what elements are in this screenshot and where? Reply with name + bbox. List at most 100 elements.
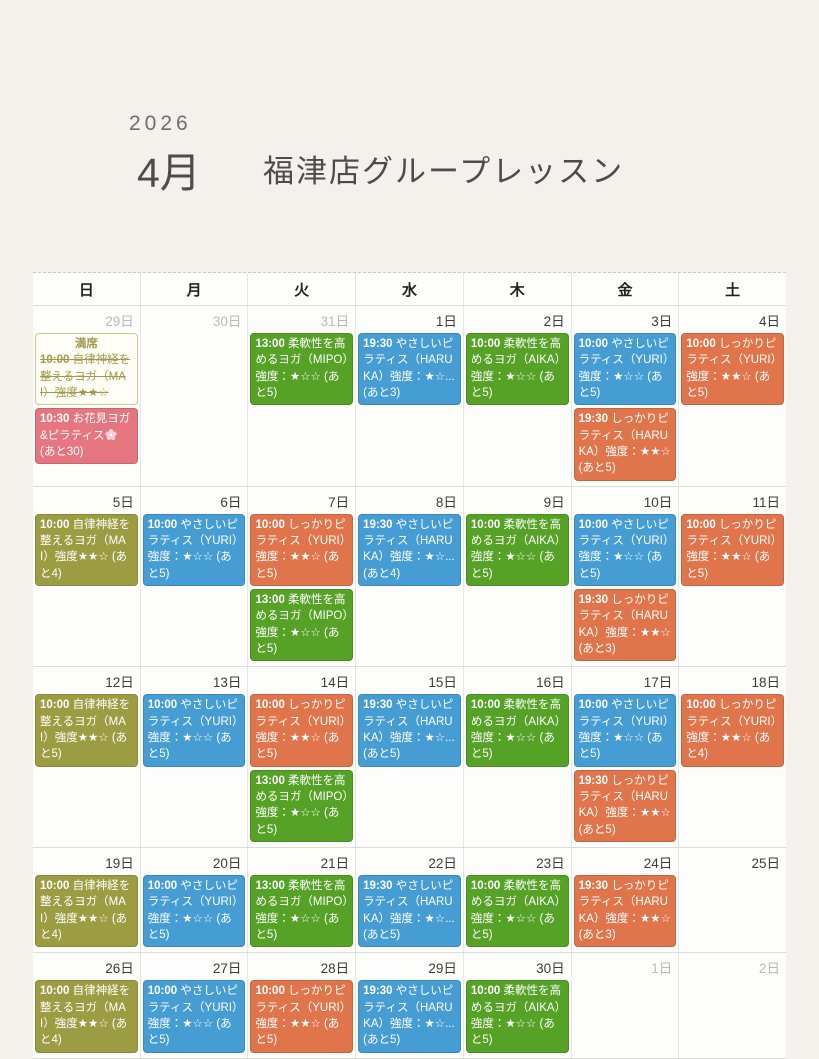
weekday-label: 月 bbox=[141, 273, 249, 305]
lesson-event-olive[interactable]: 10:00 自律神経を整えるヨガ（MAI）強度★★☆ (あと5) bbox=[35, 694, 138, 767]
day-cell: 10日 10:00 やさしいピラティス（YURI）強度：★☆☆ (あと5) 19:3… bbox=[572, 486, 680, 667]
lesson-event-green[interactable]: 10:00 柔軟性を高めるヨガ（AIKA）強度：★☆☆ (あと5) bbox=[465, 874, 569, 948]
lesson-event-blue[interactable]: 19:30 やさしいピラティス（HARUKA）強度：★☆... (あと5) bbox=[358, 874, 461, 948]
lesson-event-orange[interactable]: 19:30 しっかりピラティス（HARUKA）強度：★★☆ (あと5) bbox=[573, 769, 677, 842]
day-cell: 28日 10:00 しっかりピラティス（YURI）強度：★★☆ (あと5) bbox=[248, 953, 357, 1058]
day-number: 26日 bbox=[105, 961, 134, 977]
lesson-event-green[interactable]: 13:00 柔軟性を高めるヨガ（MIPO）強度：★☆☆ (あと5) bbox=[250, 874, 354, 948]
day-cell: 1日 bbox=[572, 953, 680, 1058]
lesson-event-orange[interactable]: 19:30 しっかりピラティス（HARUKA）強度：★★☆ (あと3) bbox=[573, 588, 677, 662]
day-number: 7日 bbox=[328, 494, 350, 510]
day-number: 24日 bbox=[643, 855, 673, 871]
lesson-event-orange[interactable]: 10:00 しっかりピラティス（YURI）強度：★★☆ (あと4) bbox=[681, 694, 785, 767]
day-cell: 30日 bbox=[141, 306, 249, 486]
lesson-event-orange[interactable]: 10:00 しっかりピラティス（YURI）強度：★★☆ (あと5) bbox=[681, 513, 785, 586]
day-number: 29日 bbox=[105, 314, 134, 329]
lesson-event-pink[interactable]: 10:30 お花見ヨガ&ピラティス (あと30) bbox=[35, 408, 138, 465]
lesson-event-blue[interactable]: 10:00 やさしいピラティス（YURI）強度：★☆☆ (あと5) bbox=[573, 694, 677, 767]
day-cell: 7日 10:00 しっかりピラティス（YURI）強度：★★☆ (あと5) 13:00… bbox=[248, 486, 357, 667]
lesson-event-green[interactable]: 10:00 柔軟性を高めるヨガ（AIKA）強度：★☆☆ (あと5) bbox=[465, 333, 569, 406]
lesson-detail: 10:00 自律神経を整えるヨガ（MAI）強度★★☆ bbox=[40, 354, 131, 399]
page-title: 福津店グループレッスン bbox=[263, 154, 625, 189]
day-number: 10日 bbox=[643, 494, 673, 510]
weekday-label: 土 bbox=[725, 282, 741, 299]
day-number: 9日 bbox=[543, 494, 565, 510]
day-number: 19日 bbox=[105, 855, 134, 871]
lesson-time: 10:00 bbox=[255, 985, 285, 998]
lesson-time: 19:30 bbox=[578, 593, 609, 606]
lesson-time: 19:30 bbox=[363, 699, 393, 712]
lesson-event-blue[interactable]: 19:30 やさしいピラティス（HARUKA）強度：★☆... (あと3) bbox=[358, 333, 461, 406]
day-cell: 2日 10:00 柔軟性を高めるヨガ（AIKA）強度：★☆☆ (あと5) bbox=[464, 306, 572, 486]
day-cell: 13日 10:00 やさしいピラティス（YURI）強度：★☆☆ (あと5) bbox=[141, 667, 249, 847]
day-cell: 6日 10:00 やさしいピラティス（YURI）強度：★☆☆ (あと5) bbox=[141, 486, 249, 667]
lesson-time: 10:00 bbox=[470, 518, 501, 531]
lesson-event-orange[interactable]: 10:00 しっかりピラティス（YURI）強度：★★☆ (あと5) bbox=[250, 513, 354, 586]
day-cell: 20日 10:00 やさしいピラティス（YURI）強度：★☆☆ (あと5) bbox=[141, 847, 249, 953]
lesson-event-olive[interactable]: 10:00 自律神経を整えるヨガ（MAI）強度★★☆ (あと4) bbox=[35, 513, 138, 586]
day-cell: 23日 10:00 柔軟性を高めるヨガ（AIKA）強度：★☆☆ (あと5) bbox=[464, 847, 572, 953]
lesson-event-green[interactable]: 13:00 柔軟性を高めるヨガ（MIPO）強度：★☆☆ (あと5) bbox=[250, 588, 354, 662]
day-cell: 4日 10:00 しっかりピラティス（YURI）強度：★★☆ (あと5) bbox=[679, 306, 786, 486]
cherry-blossom-icon bbox=[105, 428, 118, 440]
lesson-time: 10:00 bbox=[255, 699, 285, 712]
day-cell: 8日 19:30 やさしいピラティス（HARUKA）強度：★☆... (あと4) bbox=[356, 486, 464, 667]
day-number: 30日 bbox=[212, 314, 242, 329]
lesson-event-blue[interactable]: 10:00 やさしいピラティス（YURI）強度：★☆☆ (あと5) bbox=[142, 980, 246, 1053]
lesson-event-orange[interactable]: 10:00 しっかりピラティス（YURI）強度：★★☆ (あと5) bbox=[250, 980, 354, 1053]
lesson-event-orange[interactable]: 10:00 しっかりピラティス（YURI）強度：★★☆ (あと5) bbox=[681, 333, 785, 406]
lesson-event-blue[interactable]: 10:00 やさしいピラティス（YURI）強度：★☆☆ (あと5) bbox=[142, 874, 246, 948]
lesson-event-fullbooked[interactable]: 満席 10:00 自律神経を整えるヨガ（MAI）強度★★☆ bbox=[35, 333, 138, 406]
lesson-event-blue[interactable]: 10:00 やさしいピラティス（YURI）強度：★☆☆ (あと5) bbox=[573, 513, 677, 586]
day-cell: 12日 10:00 自律神経を整えるヨガ（MAI）強度★★☆ (あと5) bbox=[33, 667, 141, 847]
day-number: 17日 bbox=[643, 675, 673, 691]
day-cell: 5日 10:00 自律神経を整えるヨガ（MAI）強度★★☆ (あと4) bbox=[33, 486, 141, 667]
day-number: 18日 bbox=[751, 675, 781, 691]
day-number: 29日 bbox=[428, 961, 457, 977]
day-cell: 11日 10:00 しっかりピラティス（YURI）強度：★★☆ (あと5) bbox=[679, 487, 786, 667]
lesson-time: 10:00 bbox=[578, 518, 609, 531]
day-cell: 24日 19:30 しっかりピラティス（HARUKA）強度：★★☆ (あと3) bbox=[572, 847, 680, 953]
lesson-time: 10:00 bbox=[255, 518, 285, 531]
lesson-time: 10:00 bbox=[40, 879, 70, 892]
lesson-time: 10:30 bbox=[40, 413, 70, 426]
lesson-time: 13:00 bbox=[255, 879, 285, 892]
day-number: 4日 bbox=[759, 314, 781, 329]
lesson-time: 19:30 bbox=[363, 518, 393, 531]
calendar-year: 2026 bbox=[129, 112, 192, 135]
lesson-event-green[interactable]: 10:00 柔軟性を高めるヨガ（AIKA）強度：★☆☆ (あと5) bbox=[465, 694, 569, 767]
lesson-event-blue[interactable]: 10:00 やさしいピラティス（YURI）強度：★☆☆ (あと5) bbox=[573, 333, 677, 406]
day-number: 22日 bbox=[428, 855, 457, 871]
lesson-event-blue[interactable]: 19:30 やさしいピラティス（HARUKA）強度：★☆... (あと4) bbox=[358, 513, 461, 586]
lesson-time: 10:00 bbox=[578, 338, 609, 350]
day-number: 11日 bbox=[752, 494, 781, 510]
day-cell: 14日 10:00 しっかりピラティス（YURI）強度：★★☆ (あと5) 13:0… bbox=[248, 667, 357, 847]
lesson-event-blue[interactable]: 19:30 やさしいピラティス（HARUKA）強度：★☆... (あと5) bbox=[358, 980, 461, 1053]
lesson-time: 13:00 bbox=[255, 593, 285, 606]
day-number: 13日 bbox=[212, 675, 242, 691]
lesson-event-green[interactable]: 10:00 柔軟性を高めるヨガ（AIKA）強度：★☆☆ (あと5) bbox=[465, 513, 569, 586]
day-cell: 30日 10:00 柔軟性を高めるヨガ（AIKA）強度：★☆☆ (あと5) bbox=[464, 953, 572, 1058]
lesson-event-orange[interactable]: 10:00 しっかりピラティス（YURI）強度：★★☆ (あと5) bbox=[250, 694, 354, 767]
lesson-time: 10:00 bbox=[147, 879, 178, 892]
calendar-week-row: 29日満席 10:00 自律神経を整えるヨガ（MAI）強度★★☆ 10:30 お花見… bbox=[33, 306, 786, 487]
lesson-event-blue[interactable]: 19:30 やさしいピラティス（HARUKA）強度：★☆... (あと5) bbox=[358, 694, 461, 767]
lesson-event-blue[interactable]: 10:00 やさしいピラティス（YURI）強度：★☆☆ (あと5) bbox=[142, 513, 246, 586]
lesson-event-orange[interactable]: 19:30 しっかりピラティス（HARUKA）強度：★★☆ (あと5) bbox=[573, 408, 677, 481]
calendar-week-row: 12日 10:00 自律神経を整えるヨガ（MAI）強度★★☆ (あと5) 13日 10… bbox=[33, 667, 786, 848]
day-number: 27日 bbox=[212, 961, 242, 977]
calendar-week-row: 19日 10:00 自律神経を整えるヨガ（MAI）強度★★☆ (あと4) 20日 10… bbox=[33, 847, 786, 954]
lesson-event-green[interactable]: 13:00 柔軟性を高めるヨガ（MIPO）強度：★☆☆ (あと5) bbox=[250, 333, 354, 406]
lesson-event-orange[interactable]: 19:30 しっかりピラティス（HARUKA）強度：★★☆ (あと3) bbox=[573, 874, 677, 948]
lesson-event-olive[interactable]: 10:00 自律神経を整えるヨガ（MAI）強度★★☆ (あと4) bbox=[35, 874, 138, 948]
lesson-event-olive[interactable]: 10:00 自律神経を整えるヨガ（MAI）強度★★☆ (あと4) bbox=[35, 980, 138, 1053]
lesson-event-green[interactable]: 13:00 柔軟性を高めるヨガ（MIPO）強度：★☆☆ (あと5) bbox=[250, 769, 354, 842]
lesson-event-green[interactable]: 10:00 柔軟性を高めるヨガ（AIKA）強度：★☆☆ (あと5) bbox=[465, 980, 569, 1053]
lesson-time: 10:00 bbox=[470, 985, 501, 998]
lesson-event-blue[interactable]: 10:00 やさしいピラティス（YURI）強度：★☆☆ (あと5) bbox=[142, 694, 246, 767]
day-number: 28日 bbox=[320, 961, 350, 977]
day-cell: 18日 10:00 しっかりピラティス（YURI）強度：★★☆ (あと4) bbox=[679, 667, 786, 847]
day-cell: 29日満席 10:00 自律神経を整えるヨガ（MAI）強度★★☆ 10:30 お花見… bbox=[33, 306, 141, 486]
lesson-time: 10:00 bbox=[40, 354, 70, 367]
day-cell: 17日 10:00 やさしいピラティス（YURI）強度：★☆☆ (あと5) 19:3… bbox=[572, 667, 680, 847]
